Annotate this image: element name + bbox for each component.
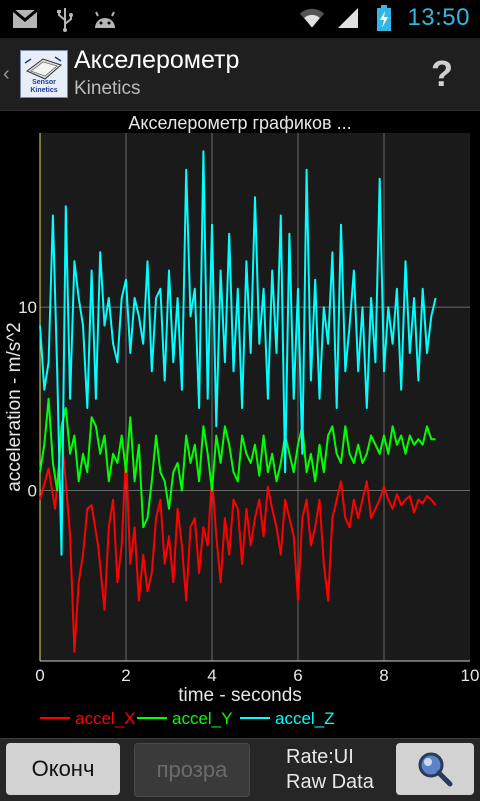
wifi-icon [299, 5, 325, 31]
zoom-button[interactable] [396, 743, 474, 795]
app-subtitle: Kinetics [74, 78, 141, 99]
system-icons: 13:50 [299, 4, 470, 32]
legend: accel_X accel_Y accel_Z [40, 709, 335, 728]
notification-icons [12, 6, 118, 32]
series-layer [39, 150, 437, 653]
magnifier-icon [418, 752, 453, 787]
action-bar: ‹ Sensor Kinetics Акселерометр Kinetics … [0, 38, 480, 111]
x-tick-label: 8 [379, 666, 388, 685]
status-bar: 13:50 [0, 0, 480, 38]
y-tick-label: 10 [18, 298, 37, 317]
logo-text: Sensor Kinetics [30, 79, 58, 94]
usb-icon [52, 6, 78, 32]
app-title: Акселерометр [74, 46, 240, 74]
rate-selector[interactable]: Rate:UI Raw Data [286, 745, 374, 795]
status-clock: 13:50 [407, 4, 470, 31]
x-axis-label: time - seconds [178, 685, 302, 706]
x-tick-label: 10 [461, 666, 480, 685]
x-tick-label: 2 [121, 666, 130, 685]
legend-label-accel-x: accel_X [75, 709, 135, 728]
help-button[interactable]: ? [414, 48, 470, 100]
tick-labels: 0 2 4 6 8 10 0 10 [18, 298, 479, 685]
y-axis-label: acceleration - m/s^2 [4, 322, 25, 491]
transparency-button[interactable]: прозра [134, 743, 250, 797]
bottom-toolbar: Оконч прозра Rate:UI Raw Data [0, 738, 480, 801]
gmail-icon [12, 6, 38, 32]
help-icon: ? [431, 53, 453, 94]
x-tick-label: 4 [207, 666, 216, 685]
rate-label: Rate:UI [286, 746, 354, 768]
android-icon [92, 6, 118, 32]
signal-icon [335, 5, 361, 31]
x-tick-label: 0 [35, 666, 44, 685]
up-caret-icon: ‹ [3, 63, 10, 85]
chart-canvas: 0 2 4 6 8 10 0 10 Акселерометр графиков ... tim… [4, 113, 479, 728]
app-logo: Sensor Kinetics [20, 50, 68, 98]
series-line-accel-z [39, 150, 437, 556]
chart-title: Акселерометр графиков ... [128, 113, 351, 133]
accelerometer-chart[interactable]: 0 2 4 6 8 10 0 10 Акселерометр графиков ... tim… [0, 111, 480, 738]
data-mode-label: Raw Data [286, 771, 374, 793]
legend-label-accel-y: accel_Y [172, 709, 232, 728]
series-line-accel-y [39, 397, 436, 529]
phone-sensor-icon [24, 56, 62, 80]
series-line-accel-x [39, 434, 437, 653]
x-tick-label: 6 [293, 666, 302, 685]
stop-button[interactable]: Оконч [6, 743, 120, 795]
legend-label-accel-z: accel_Z [275, 709, 335, 728]
home-up-button[interactable]: ‹ Sensor Kinetics [0, 38, 70, 110]
battery-charging-icon [371, 5, 397, 31]
y-tick-label: 0 [28, 482, 37, 501]
